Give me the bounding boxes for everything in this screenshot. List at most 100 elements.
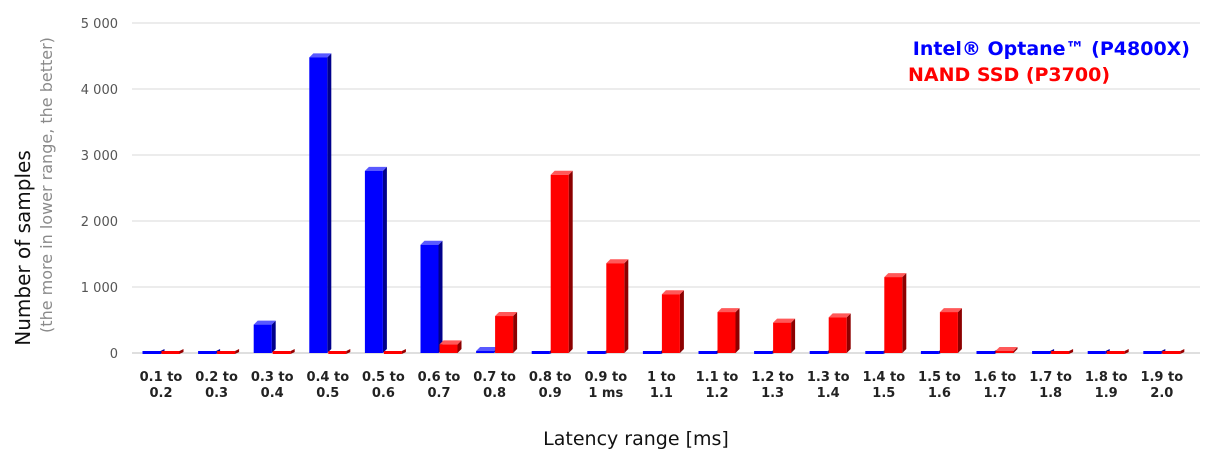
x-tick-label: 0.8 to 0.9 [529,370,572,401]
bar-top [939,308,962,313]
bar-front [476,351,495,353]
bar-nand [161,349,184,354]
bar-top [995,347,1018,352]
bar-optane [253,320,276,353]
x-axis-ticks: 0.1 to 0.2 0.2 to 0.3 0.3 to 0.4 0.4 to 0.5 0.5 … [140,370,1184,401]
bar-zero-slab [383,351,402,354]
bar-nand [550,170,573,353]
bar-top [884,273,907,278]
bar-front [717,312,736,353]
bar-front [939,312,958,353]
bar-top [606,259,629,264]
bar-front [253,324,272,353]
bar-side [346,349,351,354]
bar-front [884,277,903,353]
bar-front [364,170,383,353]
bar-optane [1087,349,1110,354]
bar-front [495,316,514,353]
bar-zero-slab [642,351,661,354]
bar-side [1069,349,1074,354]
bar-optane [1032,349,1055,354]
bar-side [235,349,240,354]
bar-side [846,313,851,353]
x-tick-label: 0.4 to 0.5 [306,370,349,401]
bar-zero-slab [1051,351,1070,354]
x-tick-label: 0.1 to 0.2 [140,370,183,401]
bar-side [791,318,796,353]
bar-top [439,340,462,345]
bar-zero-slab [698,351,717,354]
bar-side [290,349,295,354]
bar-front [550,174,569,353]
y-tick-label: 4 000 [81,83,118,98]
bar-optane [1143,349,1166,354]
y-axis-title: Number of samples [11,150,35,345]
bar-nand [1106,349,1129,354]
x-tick-label: 0.6 to 0.7 [418,370,461,401]
x-axis-title: Latency range [ms] [543,428,729,450]
bar-nand [439,340,462,353]
bar-optane [420,240,443,353]
bar-zero-slab [328,351,347,354]
bar-nand [773,318,796,353]
bar-nand [661,290,684,353]
bar-nand [828,313,851,353]
bar-top [550,170,573,175]
bar-side [679,290,684,353]
bar-optane [142,349,165,354]
bar-optane [309,53,332,353]
bar-zero-slab [1143,351,1162,354]
bar-side [438,240,443,353]
bar-nand [272,349,295,354]
bar-top [420,240,443,245]
bar-optane [198,349,221,354]
x-tick-label: 0.5 to 0.6 [362,370,405,401]
bar-zero-slab [217,351,236,354]
bar-side [271,320,276,353]
bar-side [624,259,629,353]
y-tick-label: 0 [110,347,118,362]
bar-top [476,347,499,352]
bar-front [606,263,625,353]
bar-side [401,349,406,354]
bar-side [1124,349,1129,354]
x-tick-label: 1 to 1.1 [647,370,676,401]
bar-top [717,308,740,313]
x-tick-label: 1.6 to 1.7 [974,370,1017,401]
legend-series-optane: Intel® Optane™ (P4800X) [913,38,1190,60]
bar-top [773,318,796,323]
bar-nand [328,349,351,354]
bar-side [902,273,907,353]
x-tick-label: 0.9 to 1 ms [584,370,627,401]
bar-top [253,320,276,325]
bar-side [1013,347,1018,353]
bar-zero-slab [587,351,606,354]
bar-nand [717,308,740,353]
bar-side [382,166,387,353]
x-tick-label: 1.8 to 1.9 [1085,370,1128,401]
bar-optane [809,349,832,354]
bar-side [179,349,184,354]
y-axis-ticks: 0 1 000 2 000 3 000 4 000 5 000 [81,17,118,362]
bar-optane [642,349,665,354]
bar-top [661,290,684,295]
bar-front [420,244,439,353]
bar-zero-slab [531,351,550,354]
bar-zero-slab [1162,351,1181,354]
bar-zero-slab [809,351,828,354]
bar-zero-slab [754,351,773,354]
bar-optane [364,166,387,353]
legend-series-nand: NAND SSD (P3700) [908,64,1110,86]
x-tick-label: 1.1 to 1.2 [696,370,739,401]
x-tick-label: 1.4 to 1.5 [862,370,905,401]
x-tick-label: 0.3 to 0.4 [251,370,294,401]
bar-nand [884,273,907,353]
bar-front [309,57,328,353]
bar-front [773,322,792,353]
y-tick-label: 1 000 [81,281,118,296]
bar-nand [495,312,518,353]
bar-zero-slab [161,351,180,354]
bar-optane [476,347,499,353]
bar-side [735,308,740,353]
